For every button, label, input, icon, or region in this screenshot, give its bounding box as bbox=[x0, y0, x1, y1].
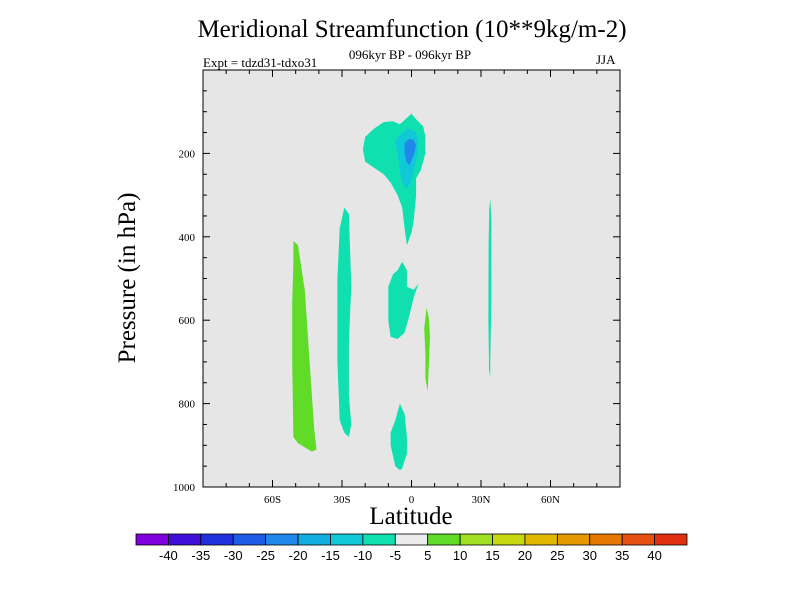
x-axis-label: Latitude bbox=[369, 503, 453, 530]
contour-region-cyan-eq-low bbox=[390, 403, 407, 471]
colorbar-swatch bbox=[654, 533, 688, 546]
contour-region-green-south bbox=[292, 241, 317, 452]
colorbar-label: 25 bbox=[550, 548, 564, 563]
contour-region-cyan-30s bbox=[337, 207, 352, 437]
colorbar-swatch bbox=[362, 533, 396, 546]
colorbar-label: 30 bbox=[583, 548, 597, 563]
y-tick-label: 600 bbox=[179, 315, 196, 327]
colorbar-label: -30 bbox=[224, 548, 243, 563]
colorbar-swatch bbox=[427, 533, 461, 546]
colorbar-swatch bbox=[232, 533, 267, 546]
x-tick-label: 30N bbox=[472, 494, 491, 506]
experiment-label: Expt = tdzd31-tdxo31 bbox=[203, 55, 318, 70]
colorbar-label: 5 bbox=[424, 548, 431, 563]
colorbar-label: -10 bbox=[353, 548, 372, 563]
x-tick-label: 0 bbox=[409, 494, 415, 506]
contour-region-cyan-30n bbox=[488, 199, 492, 377]
x-tick-label: 60N bbox=[541, 494, 560, 506]
colorbar-label: 20 bbox=[518, 548, 532, 563]
colorbar-swatch bbox=[297, 533, 331, 546]
colorbar-label: -5 bbox=[390, 548, 402, 563]
y-tick-label: 800 bbox=[179, 399, 196, 411]
colorbar-label: 40 bbox=[647, 548, 661, 563]
contour-region-cyan-eq-mid bbox=[388, 261, 419, 339]
colorbar-swatch bbox=[168, 533, 202, 546]
colorbar-swatch bbox=[621, 533, 655, 546]
y-tick-label: 1000 bbox=[173, 482, 196, 494]
chart-subtitle: 096kyr BP - 096kyr BP bbox=[348, 47, 472, 62]
colorbar-swatch bbox=[589, 533, 623, 546]
season-label: JJA bbox=[596, 52, 616, 67]
colorbar-swatch bbox=[135, 533, 169, 546]
colorbar-label: 35 bbox=[615, 548, 629, 563]
colorbar-label: -40 bbox=[159, 548, 178, 563]
colorbar-label: -15 bbox=[321, 548, 340, 563]
colorbar-swatch bbox=[459, 533, 493, 546]
x-tick-label: 30S bbox=[333, 494, 350, 506]
colorbar-swatch bbox=[556, 533, 591, 546]
colorbar-label: 10 bbox=[453, 548, 467, 563]
colorbar-label: -25 bbox=[256, 548, 275, 563]
colorbar-swatch bbox=[200, 533, 234, 546]
colorbar-swatch bbox=[524, 533, 558, 546]
chart-title: Meridional Streamfunction (10**9kg/m-2) bbox=[197, 16, 627, 43]
colorbar-label: -20 bbox=[289, 548, 308, 563]
colorbar-swatch bbox=[394, 533, 429, 546]
y-tick-label: 400 bbox=[179, 232, 196, 244]
colorbar-swatch bbox=[265, 533, 299, 546]
colorbar-swatch bbox=[492, 533, 526, 546]
colorbar-swatch bbox=[330, 533, 364, 546]
colorbar-label: -35 bbox=[191, 548, 210, 563]
colorbar-label: 15 bbox=[485, 548, 499, 563]
contour-region-green-eq bbox=[424, 307, 430, 392]
y-tick-label: 200 bbox=[179, 148, 196, 160]
contour-region-blue-core bbox=[404, 138, 417, 166]
x-tick-label: 60S bbox=[264, 494, 281, 506]
